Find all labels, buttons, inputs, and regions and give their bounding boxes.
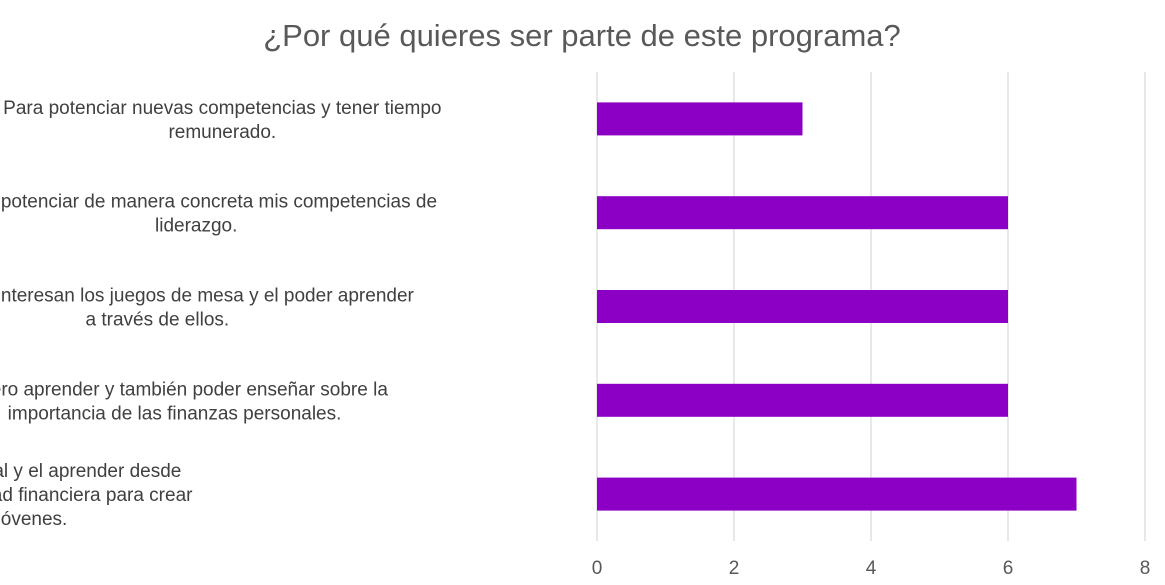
category-label-line: pequeño sobre la responsabilidad financi… xyxy=(0,485,193,506)
x-tick-label: 0 xyxy=(592,558,603,579)
x-tick-label: 6 xyxy=(1003,558,1014,579)
x-tick-label: 2 xyxy=(729,558,740,579)
x-axis-ticks: 0 2 4 6 8 xyxy=(592,558,1151,579)
category-label: Ya que me interesan los juegos de mesa y… xyxy=(0,286,415,331)
category-label-line: importancia de las finanzas personales. xyxy=(8,403,342,424)
category-label-line: remunerado. xyxy=(168,122,276,143)
bar xyxy=(597,290,1008,323)
category-label-line: hábitos en niños jóvenes. xyxy=(0,509,67,530)
bar xyxy=(597,383,1008,417)
category-label: Para potenciar nuevas competencias y ten… xyxy=(3,98,441,143)
category-label-line: liderazgo. xyxy=(155,216,237,237)
bars xyxy=(597,102,1077,511)
category-label: Para potenciar de manera concreta mis co… xyxy=(0,192,437,237)
x-tick-label: 8 xyxy=(1140,558,1151,579)
category-label-line: Para potenciar de manera concreta mis co… xyxy=(0,192,437,213)
category-label: Me interesa el área educacional y el apr… xyxy=(0,461,193,530)
category-label-line: a través de ellos. xyxy=(86,310,230,331)
bar xyxy=(597,477,1077,511)
bar xyxy=(597,196,1008,230)
bar xyxy=(597,102,803,136)
chart-title: ¿Por qué quieres ser parte de este progr… xyxy=(263,18,901,53)
category-label-line: Quiero aprender y también poder enseñar … xyxy=(0,379,388,400)
category-label-line: Me interesa el área educacional y el apr… xyxy=(0,461,181,482)
category-label-line: Para potenciar nuevas competencias y ten… xyxy=(3,98,441,119)
category-label: Quiero aprender y también poder enseñar … xyxy=(0,379,388,424)
category-labels: Para potenciar nuevas competencias y ten… xyxy=(0,98,441,530)
category-label-line: Ya que me interesan los juegos de mesa y… xyxy=(0,286,415,307)
x-tick-label: 4 xyxy=(866,558,877,579)
